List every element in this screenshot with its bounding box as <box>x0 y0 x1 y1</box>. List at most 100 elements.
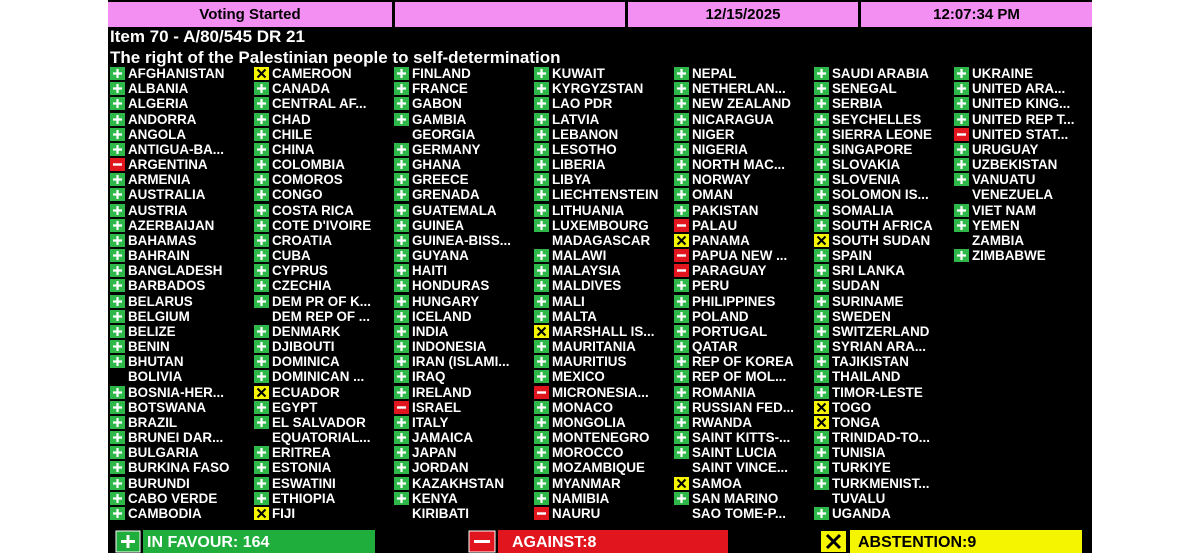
vote-icon <box>254 491 269 505</box>
vote-icon <box>954 82 969 96</box>
country-name: BELIZE <box>128 323 176 339</box>
vote-icon <box>394 294 409 308</box>
vote-icon <box>954 173 969 187</box>
country-row: LESOTHO <box>534 142 674 157</box>
country-name: COMOROS <box>272 172 343 188</box>
vote-icon <box>254 264 269 278</box>
country-name: SLOVAKIA <box>832 157 901 173</box>
country-row: KIRIBATI <box>394 506 534 521</box>
country-name: JORDAN <box>412 460 469 476</box>
vote-icon <box>534 188 549 202</box>
country-name: GAMBIA <box>412 111 467 127</box>
country-name: CAMBODIA <box>128 505 202 521</box>
country-name: ESTONIA <box>272 460 332 476</box>
abstention-total: ABSTENTION:9 <box>850 530 1082 553</box>
vote-icon <box>674 218 689 232</box>
vote-icon <box>394 264 409 278</box>
country-row: GUATEMALA <box>394 203 534 218</box>
vote-icon <box>394 385 409 399</box>
country-row: GUYANA <box>394 248 534 263</box>
country-name: GABON <box>412 96 462 112</box>
country-name: PARAGUAY <box>692 263 767 279</box>
vote-icon <box>534 370 549 384</box>
country-name: GUYANA <box>412 248 469 264</box>
country-row: JAMAICA <box>394 430 534 445</box>
vote-icon <box>674 294 689 308</box>
country-row: ECUADOR <box>254 385 394 400</box>
country-name: TRINIDAD-TO... <box>832 430 930 446</box>
vote-icon <box>110 218 125 232</box>
vote-icon <box>674 385 689 399</box>
country-name: MAURITANIA <box>552 339 636 355</box>
country-row: MARSHALL IS... <box>534 324 674 339</box>
vote-icon <box>254 400 269 414</box>
voting-board <box>108 0 1092 553</box>
country-row: SAMOA <box>674 476 814 491</box>
country-name: SENEGAL <box>832 81 897 97</box>
country-row: MEXICO <box>534 369 674 384</box>
country-row: SPAIN <box>814 248 954 263</box>
country-row: MICRONESIA... <box>534 385 674 400</box>
country-row: EGYPT <box>254 400 394 415</box>
country-name: NEPAL <box>692 66 737 81</box>
country-name: MONACO <box>552 399 613 415</box>
country-row: PERU <box>674 278 814 293</box>
country-name: SOUTH SUDAN <box>832 232 931 248</box>
vote-icon <box>394 173 409 187</box>
country-row: SAO TOME-P... <box>674 506 814 521</box>
country-row: GERMANY <box>394 142 534 157</box>
country-row: SOMALIA <box>814 203 954 218</box>
vote-icon <box>814 112 829 126</box>
vote-icon <box>674 264 689 278</box>
country-row: SERBIA <box>814 96 954 111</box>
country-row: SUDAN <box>814 278 954 293</box>
country-row: RWANDA <box>674 415 814 430</box>
vote-icon <box>534 309 549 323</box>
country-row: LUXEMBOURG <box>534 218 674 233</box>
country-row: SLOVAKIA <box>814 157 954 172</box>
vote-icon <box>814 249 829 263</box>
country-row: GRENADA <box>394 187 534 202</box>
country-row: ROMANIA <box>674 385 814 400</box>
country-row: NORWAY <box>674 172 814 187</box>
country-row: BOLIVIA <box>110 369 250 384</box>
country-name: QATAR <box>692 339 738 355</box>
vote-icon <box>814 82 829 96</box>
country-row: YEMEN <box>954 218 1094 233</box>
vote-icon <box>394 476 409 490</box>
country-name: SLOVENIA <box>832 172 901 188</box>
country-row: MADAGASCAR <box>534 233 674 248</box>
vote-icon <box>110 491 125 505</box>
country-name: ITALY <box>412 414 449 430</box>
country-row: SAINT VINCE... <box>674 460 814 475</box>
country-name: GREECE <box>412 172 469 188</box>
country-row: ZAMBIA <box>954 233 1094 248</box>
country-row: CENTRAL AF... <box>254 96 394 111</box>
country-name: LIBERIA <box>552 157 606 173</box>
vote-icon <box>954 112 969 126</box>
country-row: URUGUAY <box>954 142 1094 157</box>
country-row: COLOMBIA <box>254 157 394 172</box>
vote-icon <box>110 203 125 217</box>
country-name: NAMIBIA <box>552 490 610 506</box>
country-row: MONACO <box>534 400 674 415</box>
vote-icon <box>674 476 689 490</box>
country-name: MALI <box>552 293 585 309</box>
country-name: EQUATORIAL... <box>272 430 371 446</box>
country-name: SPAIN <box>832 248 872 264</box>
country-name: UNITED REP T... <box>972 111 1075 127</box>
country-name: AUSTRALIA <box>128 187 206 203</box>
country-name: THAILAND <box>832 369 901 385</box>
country-row: NORTH MAC... <box>674 157 814 172</box>
vote-icon <box>394 233 409 247</box>
country-name: PALAU <box>692 217 738 233</box>
vote-icon <box>254 446 269 460</box>
country-name: BURKINA FASO <box>128 460 230 476</box>
vote-icon <box>814 476 829 490</box>
country-name: UNITED KING... <box>972 96 1071 112</box>
vote-icon <box>110 188 125 202</box>
country-row: SENEGAL <box>814 81 954 96</box>
vote-icon <box>254 218 269 232</box>
vote-icon <box>814 264 829 278</box>
vote-icon <box>110 173 125 187</box>
